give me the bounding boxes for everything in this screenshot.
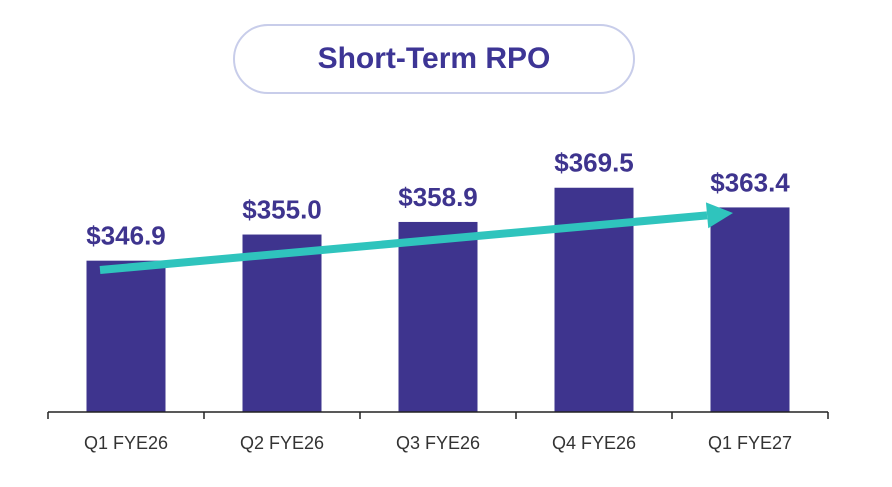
bar xyxy=(398,221,478,412)
trend-arrow-head xyxy=(705,202,733,229)
data-label: $369.5 xyxy=(554,148,634,178)
data-label: $363.4 xyxy=(710,167,790,197)
data-label: $355.0 xyxy=(242,195,322,225)
trend-arrow-shaft xyxy=(99,211,708,274)
bar xyxy=(86,260,166,412)
x-tick-label: Q4 FYE26 xyxy=(552,433,636,453)
chart-title-pill: Short-Term RPO xyxy=(233,24,635,94)
x-tick-label: Q1 FYE26 xyxy=(84,433,168,453)
x-tick-label: Q2 FYE26 xyxy=(240,433,324,453)
x-tick-label: Q1 FYE27 xyxy=(708,433,792,453)
x-tick-label: Q3 FYE26 xyxy=(396,433,480,453)
chart-title: Short-Term RPO xyxy=(317,42,551,75)
data-label: $346.9 xyxy=(86,221,166,251)
bar xyxy=(242,234,322,412)
bar xyxy=(710,207,790,412)
data-label: $358.9 xyxy=(398,182,478,212)
